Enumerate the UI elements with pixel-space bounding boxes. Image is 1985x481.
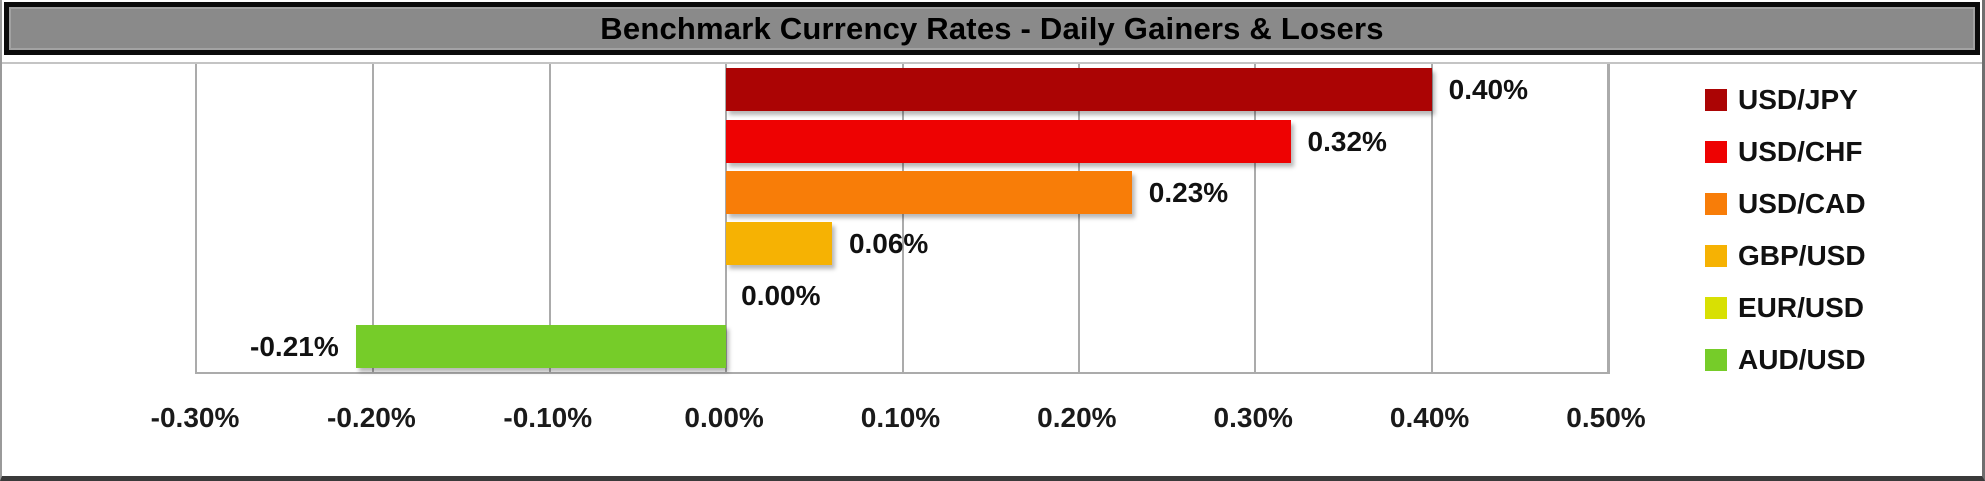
- gridline: [372, 64, 375, 372]
- gridline: [901, 64, 904, 372]
- legend-label: AUD/USD: [1738, 344, 1866, 375]
- bar-usd-cad: [726, 171, 1132, 214]
- legend-item-gbp-usd: GBP/USD: [1705, 230, 1965, 282]
- legend-label: USD/CAD: [1738, 188, 1866, 219]
- legend-swatch-icon: [1705, 89, 1727, 111]
- gridline: [1607, 64, 1609, 372]
- legend-item-aud-usd: AUD/USD: [1705, 334, 1965, 386]
- gridline: [1077, 64, 1080, 372]
- legend-swatch-icon: [1705, 141, 1727, 163]
- plot-top-border: [2, 62, 1982, 64]
- x-tick-label: 0.50%: [1566, 402, 1646, 433]
- gridline: [548, 64, 551, 372]
- legend-swatch-icon: [1705, 193, 1727, 215]
- x-tick-label: 0.00%: [684, 402, 764, 433]
- x-tick-label: -0.20%: [327, 402, 416, 433]
- bar-value-label: 0.06%: [848, 228, 929, 259]
- x-tick-label: -0.30%: [150, 402, 240, 433]
- bar-aud-usd: [355, 325, 727, 368]
- bar-value-label: 0.00%: [741, 280, 821, 311]
- x-tick-label: -0.10%: [503, 402, 593, 433]
- legend: USD/JPY USD/CHF USD/CAD GBP/USD EUR/USD AUD/U…: [1705, 74, 1965, 386]
- bar-usd-jpy: [726, 68, 1432, 111]
- legend-label: GBP/USD: [1738, 240, 1866, 271]
- plot-area: 0.40% 0.32% 0.23% 0.06% 0.00% -0.21%: [195, 64, 1610, 374]
- bar-value-label: -0.21%: [250, 331, 339, 362]
- legend-item-eur-usd: EUR/USD: [1705, 282, 1965, 334]
- bar-gbp-usd: [726, 222, 832, 265]
- bar-value-label: 0.23%: [1148, 177, 1229, 208]
- legend-swatch-icon: [1705, 297, 1727, 319]
- chart-title: Benchmark Currency Rates - Daily Gainers…: [600, 10, 1384, 46]
- x-tick-label: 0.40%: [1389, 402, 1470, 433]
- legend-label: EUR/USD: [1738, 292, 1865, 323]
- legend-item-usd-cad: USD/CAD: [1705, 178, 1965, 230]
- x-tick-label: 0.30%: [1213, 402, 1293, 433]
- legend-item-usd-jpy: USD/JPY: [1705, 74, 1965, 126]
- bar-value-label: 0.32%: [1307, 126, 1387, 157]
- legend-item-usd-chf: USD/CHF: [1705, 126, 1965, 178]
- gridline: [1254, 64, 1257, 372]
- legend-swatch-icon: [1705, 349, 1727, 371]
- x-axis: -0.30% -0.20% -0.10% 0.00% 0.10% 0.20% 0.30% 0.…: [151, 374, 1646, 444]
- legend-swatch-icon: [1705, 245, 1727, 267]
- gridline: [1430, 64, 1433, 372]
- x-tick-label: 0.10%: [860, 402, 941, 433]
- x-tick-label: 0.20%: [1037, 402, 1117, 433]
- gridline: [725, 64, 728, 372]
- legend-label: USD/CHF: [1738, 136, 1863, 167]
- bar-usd-chf: [726, 120, 1291, 163]
- bar-value-label: 0.40%: [1448, 74, 1529, 105]
- legend-label: USD/JPY: [1738, 84, 1858, 115]
- chart-title-bar: Benchmark Currency Rates - Daily Gainers…: [4, 2, 1980, 55]
